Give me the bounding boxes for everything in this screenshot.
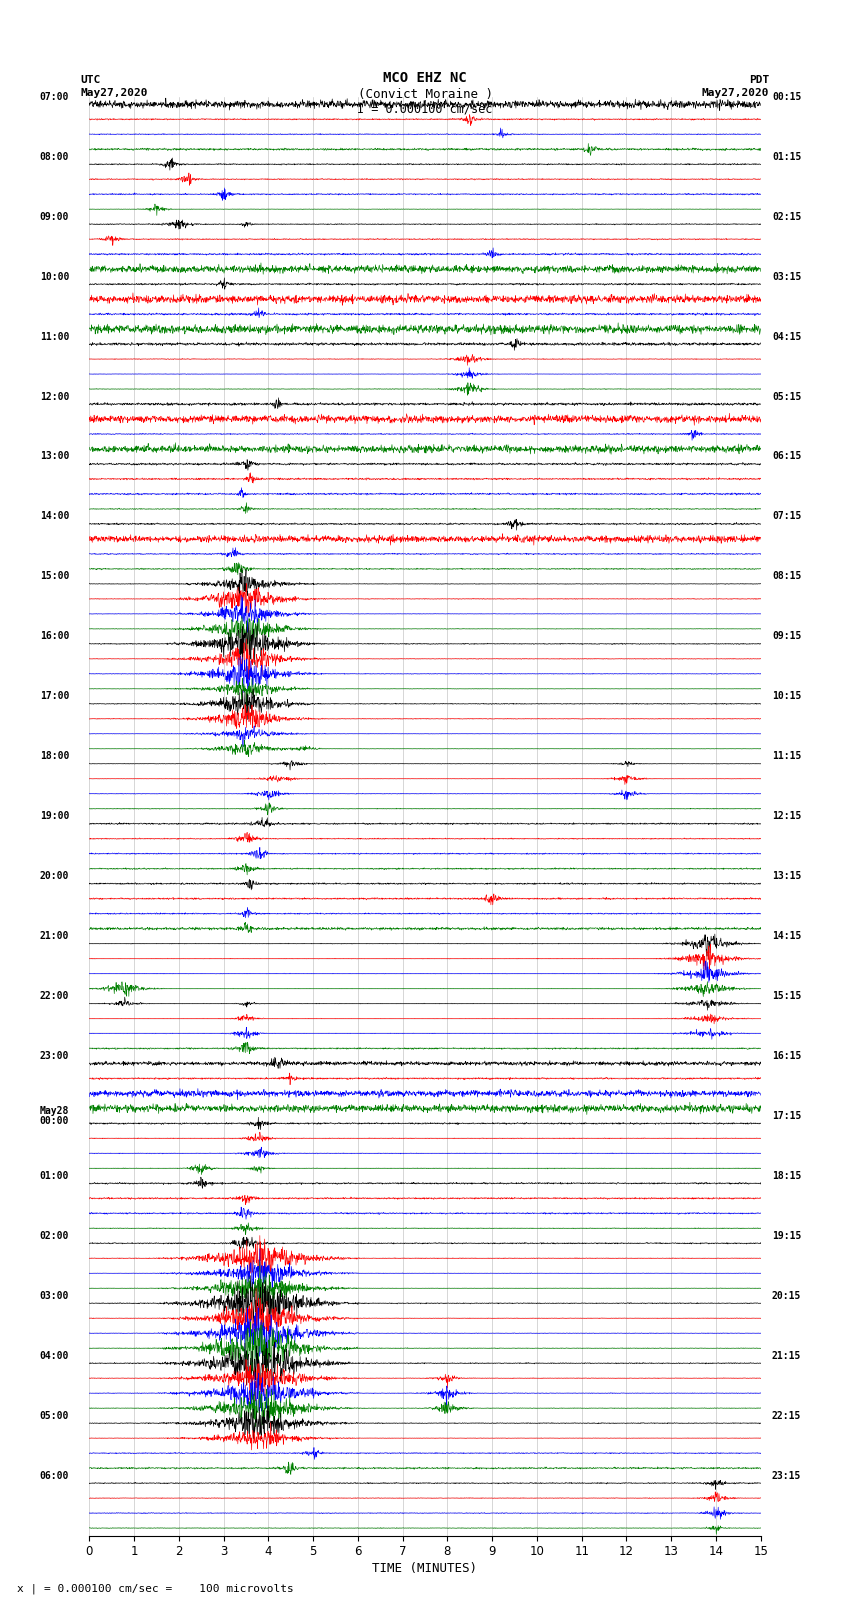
Text: 17:00: 17:00 — [40, 692, 69, 702]
Text: 10:15: 10:15 — [772, 692, 802, 702]
Text: 21:00: 21:00 — [40, 931, 69, 940]
Text: May27,2020: May27,2020 — [702, 87, 769, 97]
Text: 02:00: 02:00 — [40, 1231, 69, 1240]
Text: 16:00: 16:00 — [40, 631, 69, 642]
Text: 10:00: 10:00 — [40, 271, 69, 282]
Text: May27,2020: May27,2020 — [81, 87, 148, 97]
X-axis label: TIME (MINUTES): TIME (MINUTES) — [372, 1563, 478, 1576]
Text: 01:15: 01:15 — [772, 152, 802, 161]
Text: 14:00: 14:00 — [40, 511, 69, 521]
Text: 15:15: 15:15 — [772, 990, 802, 1002]
Text: 08:00: 08:00 — [40, 152, 69, 161]
Text: 19:15: 19:15 — [772, 1231, 802, 1240]
Text: 12:15: 12:15 — [772, 811, 802, 821]
Text: 03:15: 03:15 — [772, 271, 802, 282]
Text: 04:15: 04:15 — [772, 332, 802, 342]
Text: 14:15: 14:15 — [772, 931, 802, 940]
Text: 23:15: 23:15 — [772, 1471, 802, 1481]
Text: 05:15: 05:15 — [772, 392, 802, 402]
Text: 00:15: 00:15 — [772, 92, 802, 102]
Text: 03:00: 03:00 — [40, 1290, 69, 1300]
Text: 19:00: 19:00 — [40, 811, 69, 821]
Text: 02:15: 02:15 — [772, 211, 802, 221]
Text: 20:00: 20:00 — [40, 871, 69, 881]
Text: MCO EHZ NC: MCO EHZ NC — [383, 71, 467, 84]
Text: PDT: PDT — [749, 74, 769, 84]
Text: I = 0.000100 cm/sec: I = 0.000100 cm/sec — [357, 102, 493, 116]
Text: 01:00: 01:00 — [40, 1171, 69, 1181]
Text: 16:15: 16:15 — [772, 1052, 802, 1061]
Text: 22:00: 22:00 — [40, 990, 69, 1002]
Text: 08:15: 08:15 — [772, 571, 802, 581]
Text: (Convict Moraine ): (Convict Moraine ) — [358, 87, 492, 100]
Text: 13:00: 13:00 — [40, 452, 69, 461]
Text: 07:15: 07:15 — [772, 511, 802, 521]
Text: 06:15: 06:15 — [772, 452, 802, 461]
Text: 15:00: 15:00 — [40, 571, 69, 581]
Text: 07:00: 07:00 — [40, 92, 69, 102]
Text: 21:15: 21:15 — [772, 1350, 802, 1361]
Text: 12:00: 12:00 — [40, 392, 69, 402]
Text: 09:15: 09:15 — [772, 631, 802, 642]
Text: 18:15: 18:15 — [772, 1171, 802, 1181]
Text: 23:00: 23:00 — [40, 1052, 69, 1061]
Text: 00:00: 00:00 — [40, 1116, 69, 1126]
Text: x | = 0.000100 cm/sec =    100 microvolts: x | = 0.000100 cm/sec = 100 microvolts — [17, 1582, 294, 1594]
Text: 18:00: 18:00 — [40, 752, 69, 761]
Text: 11:15: 11:15 — [772, 752, 802, 761]
Text: 09:00: 09:00 — [40, 211, 69, 221]
Text: UTC: UTC — [81, 74, 101, 84]
Text: 13:15: 13:15 — [772, 871, 802, 881]
Text: May28: May28 — [40, 1107, 69, 1116]
Text: 20:15: 20:15 — [772, 1290, 802, 1300]
Text: 22:15: 22:15 — [772, 1411, 802, 1421]
Text: 17:15: 17:15 — [772, 1111, 802, 1121]
Text: 06:00: 06:00 — [40, 1471, 69, 1481]
Text: 04:00: 04:00 — [40, 1350, 69, 1361]
Text: 05:00: 05:00 — [40, 1411, 69, 1421]
Text: 11:00: 11:00 — [40, 332, 69, 342]
